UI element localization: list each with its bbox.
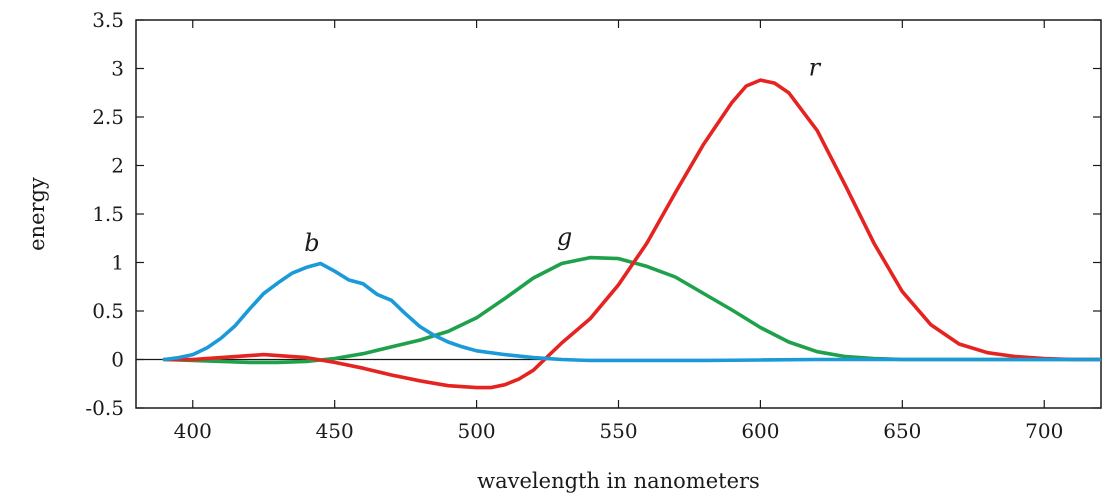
series-line-b — [162, 261, 1101, 363]
y-tick-label: 3.5 — [92, 8, 124, 32]
x-tick-label: 550 — [599, 419, 637, 443]
y-axis-label: energy — [25, 177, 49, 251]
x-tick-label: 650 — [883, 419, 921, 443]
series-layer — [162, 78, 1101, 390]
x-tick-label: 400 — [174, 419, 212, 443]
plot-frame — [135, 19, 1102, 409]
y-tick-label: 0 — [111, 348, 124, 372]
series-line-r — [162, 78, 1101, 390]
x-tick-label: 600 — [741, 419, 779, 443]
x-axis: 400 450 500 550 600 650 700 — [174, 20, 1063, 443]
y-tick-label: 1.5 — [92, 202, 124, 226]
x-tick-label: 500 — [457, 419, 495, 443]
x-tick-label: 450 — [316, 419, 354, 443]
plot-area: 400 450 500 550 600 650 700 -0.5 0 0.5 1 1.5 2 2.5 3 3… — [85, 8, 1102, 443]
series-label-b: b — [304, 229, 319, 257]
annotation-layer: b g r — [304, 53, 821, 257]
series-label-r: r — [809, 53, 822, 81]
x-axis-label: wavelength in nanometers — [477, 469, 760, 493]
series-label-g: g — [557, 223, 572, 251]
y-tick-label: 3 — [111, 57, 124, 81]
x-tick-label: 700 — [1025, 419, 1063, 443]
y-axis: -0.5 0 0.5 1 1.5 2 2.5 3 3.5 — [85, 8, 1101, 420]
y-tick-label: 0.5 — [92, 299, 124, 323]
y-tick-label: 1 — [111, 251, 124, 275]
y-tick-label: -0.5 — [85, 396, 124, 420]
y-tick-label: 2 — [111, 154, 124, 178]
y-tick-label: 2.5 — [92, 105, 124, 129]
series-line-g — [162, 255, 1101, 365]
